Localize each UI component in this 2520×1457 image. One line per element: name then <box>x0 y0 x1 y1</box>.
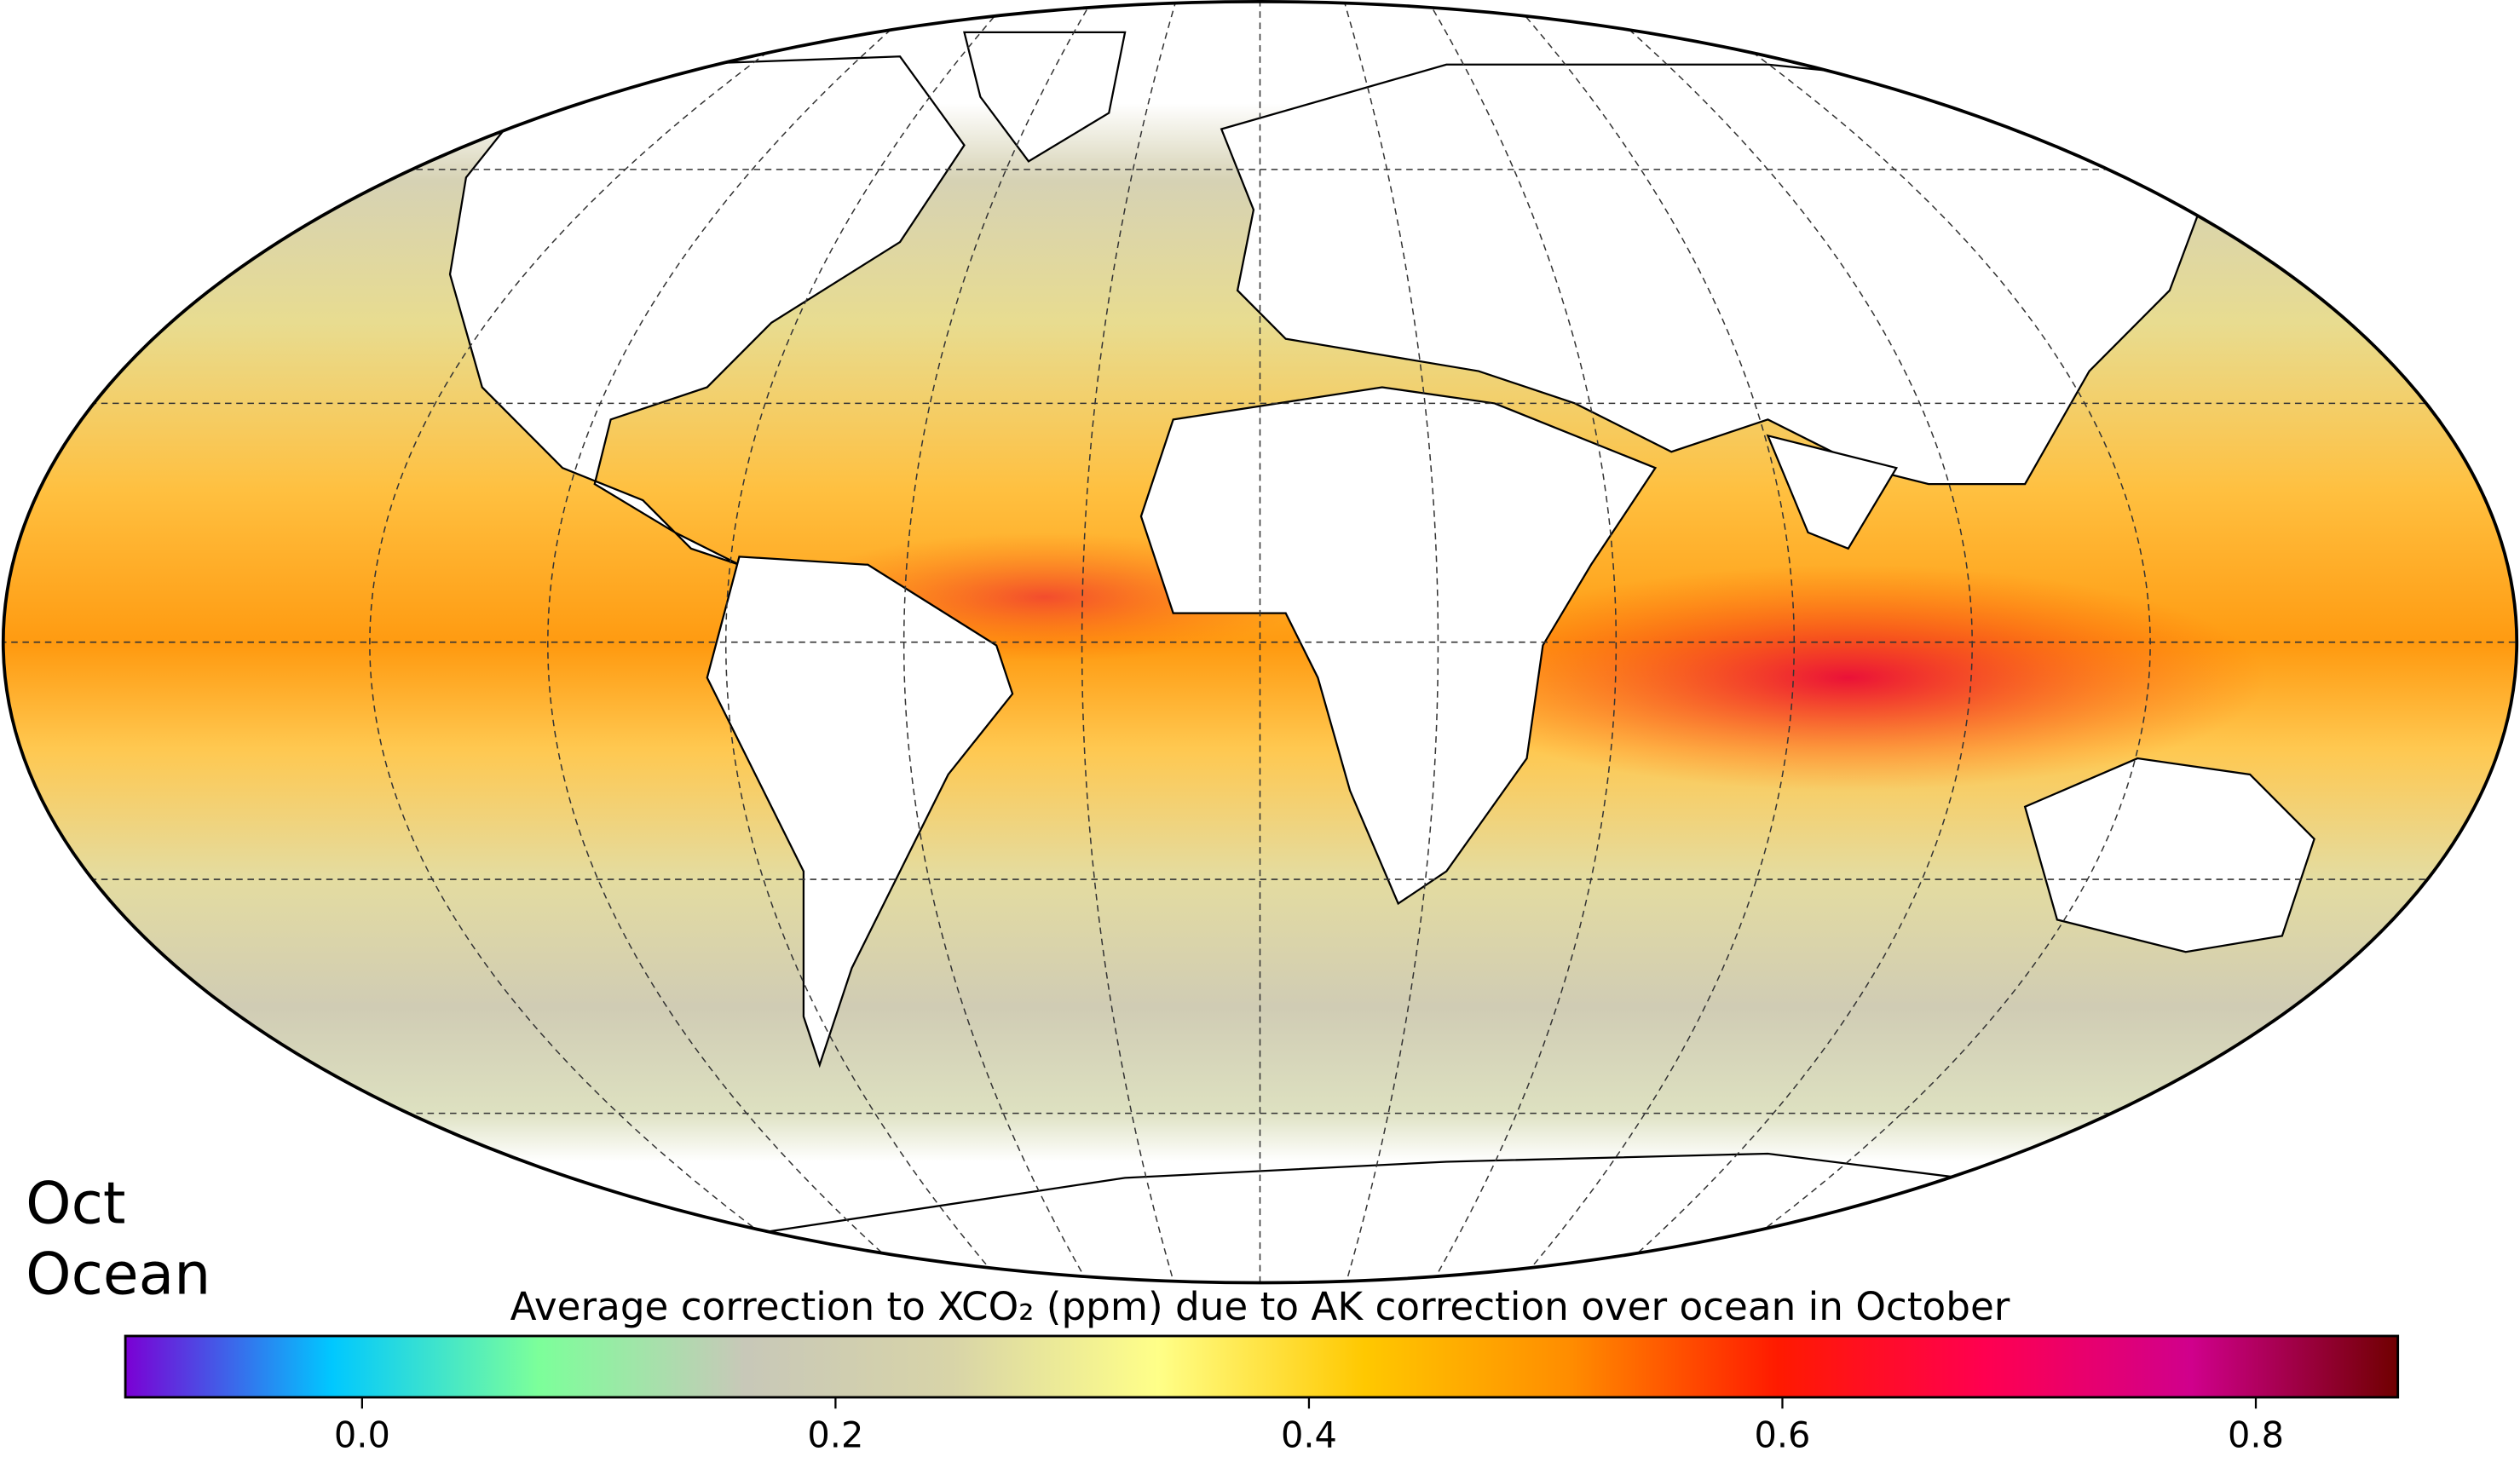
meridian <box>1343 1 1439 1283</box>
colorbar-tick-label: 0.6 <box>1754 1414 1810 1456</box>
colorbar-title: Average correction to XCO₂ (ppm) due to … <box>510 1284 2010 1329</box>
meridian <box>547 1 926 1283</box>
domain-label: Ocean <box>26 1241 210 1309</box>
meridian <box>1510 1 1795 1283</box>
colorbar-tick-label: 0.8 <box>2228 1414 2284 1456</box>
meridian <box>725 1 1010 1283</box>
meridian <box>1081 1 1177 1283</box>
colorbar-tick-label: 0.0 <box>334 1414 390 1456</box>
colorbar-ticks: 0.0 0.2 0.4 0.6 0.8 <box>334 1397 2284 1456</box>
meridian <box>1427 1 1617 1283</box>
meridian <box>1678 1 2151 1283</box>
month-label: Oct <box>26 1170 125 1237</box>
colorbar-tick-label: 0.4 <box>1281 1414 1337 1456</box>
meridian <box>369 1 842 1283</box>
colorbar-tick-label: 0.2 <box>807 1414 863 1456</box>
meridian <box>1594 1 1973 1283</box>
ocean-hotspot <box>1430 564 2267 791</box>
colorbar <box>124 1334 2400 1399</box>
map-outline <box>1 0 2519 1285</box>
graticule <box>3 1 2517 1283</box>
map-body <box>3 1 2517 1283</box>
meridian <box>903 1 1093 1283</box>
